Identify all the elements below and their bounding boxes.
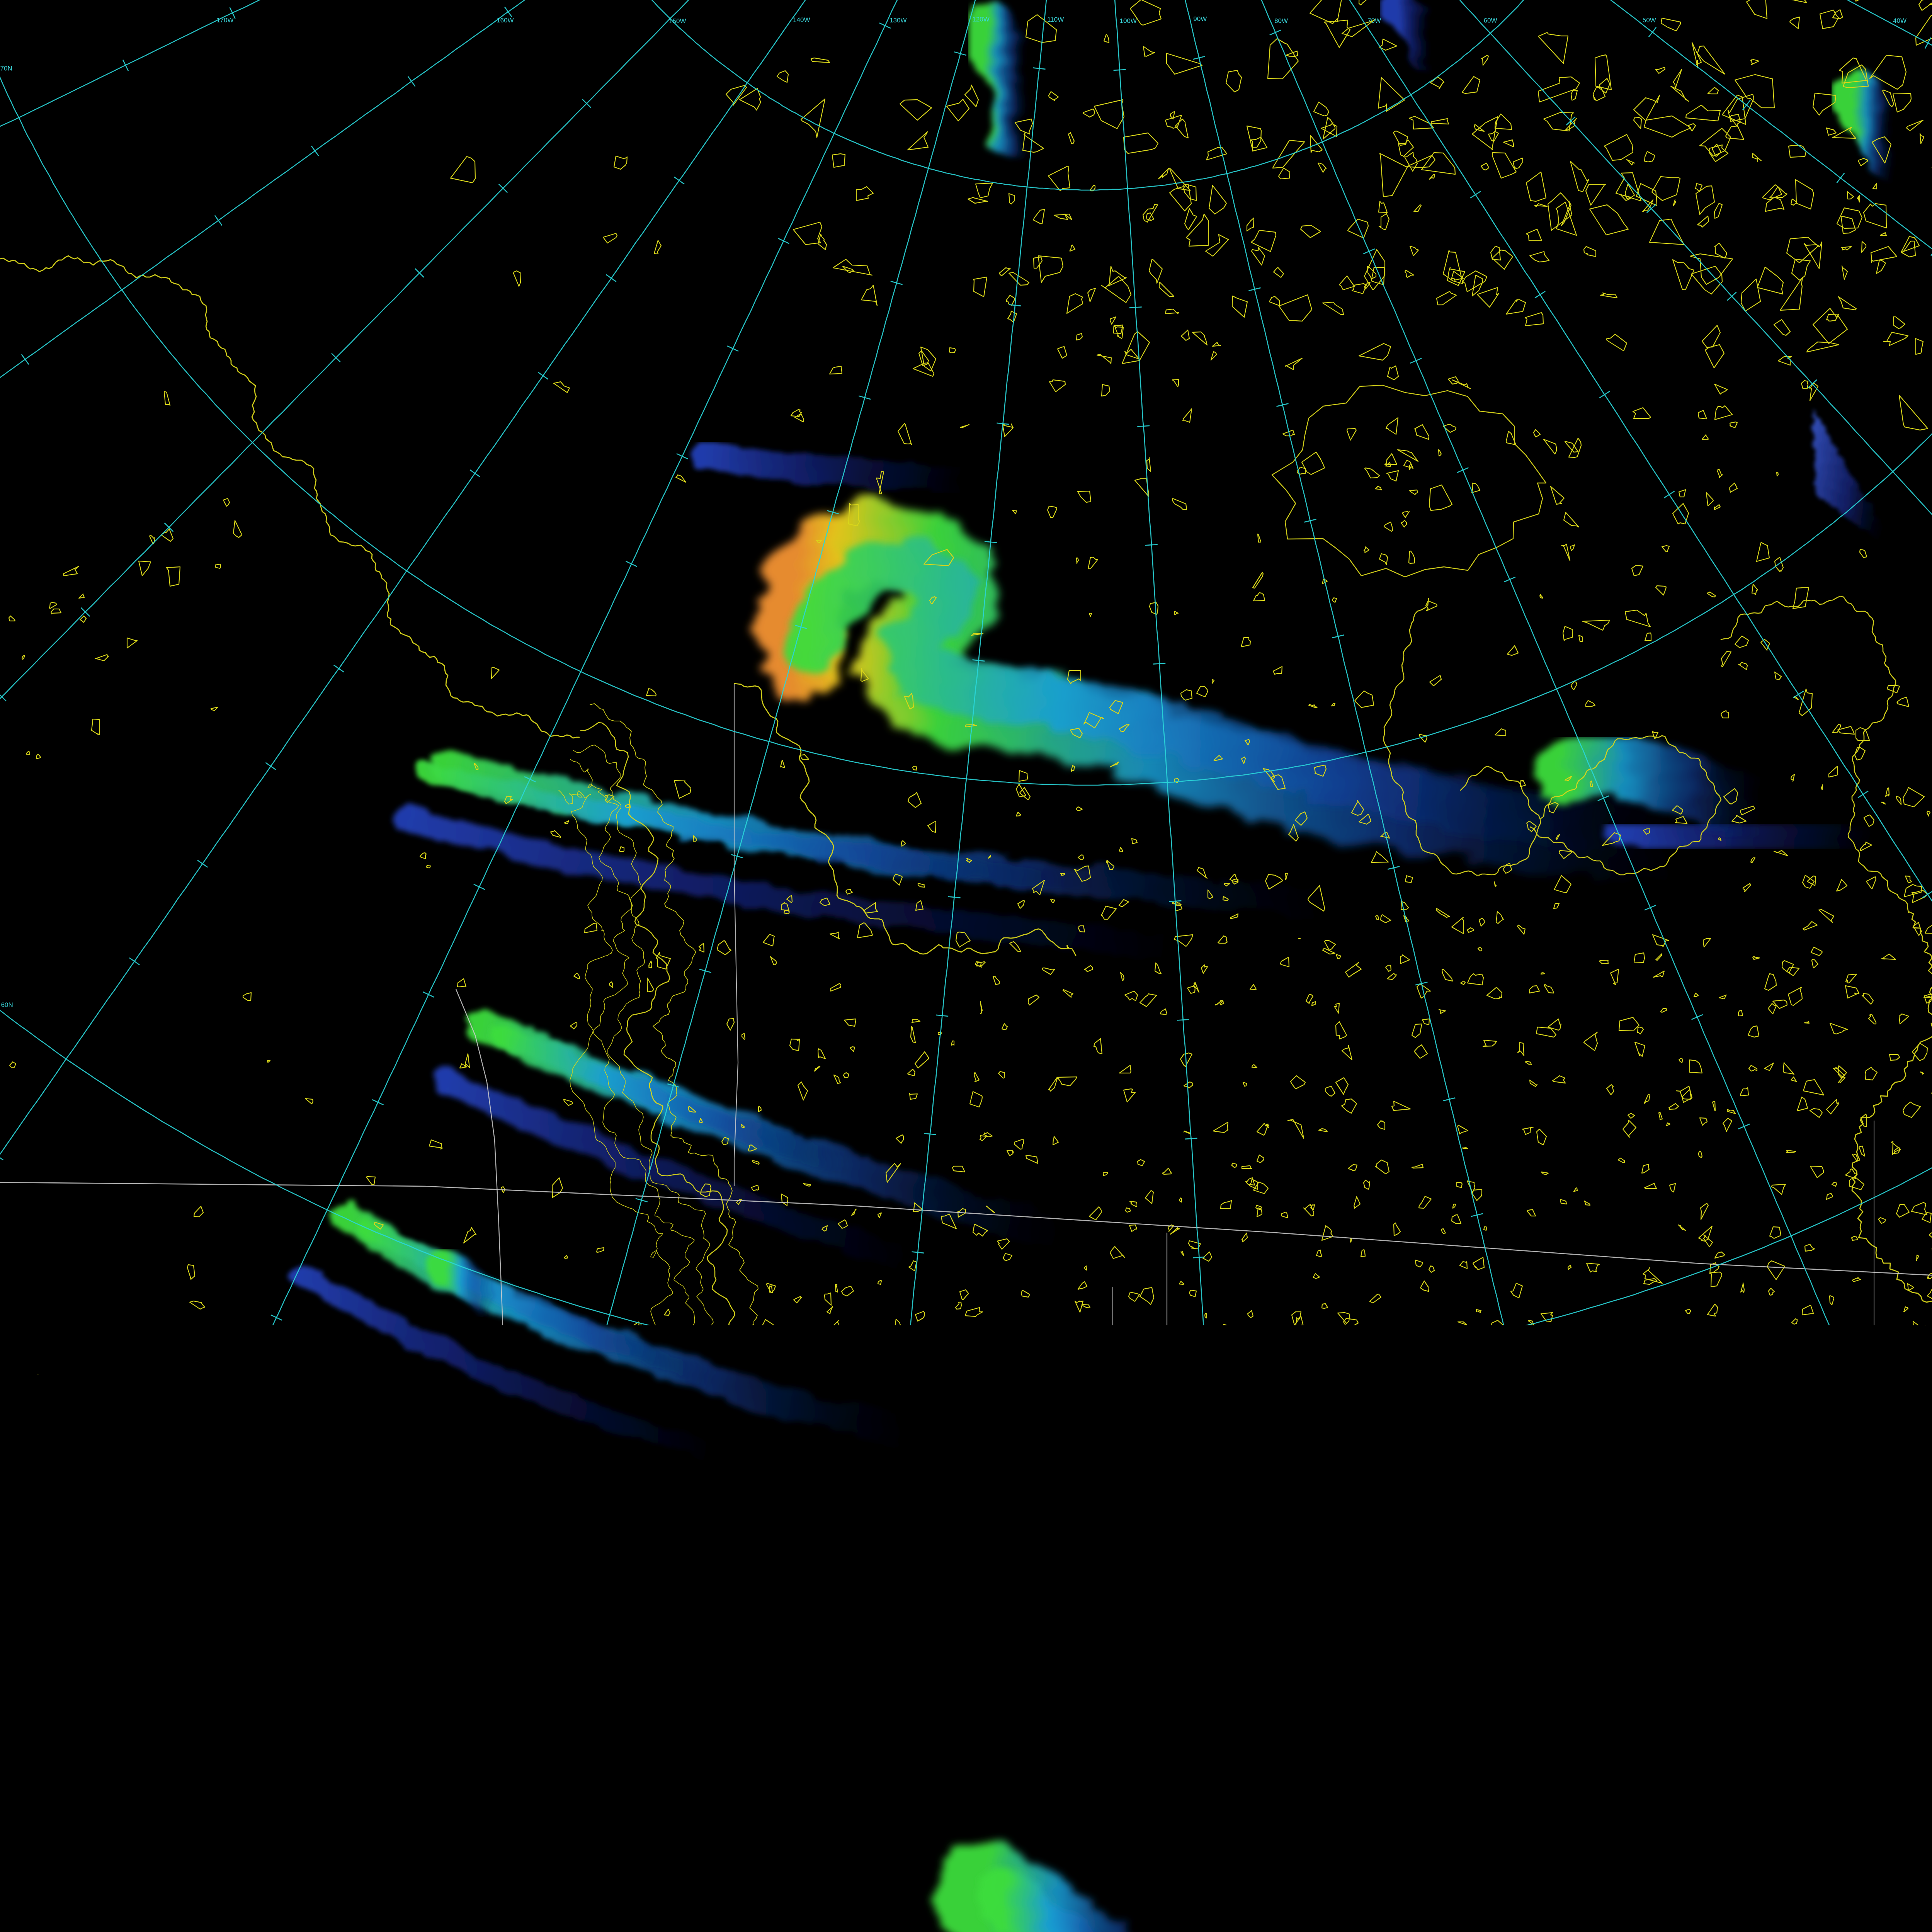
svg-text:40W: 40W [1893,17,1906,24]
svg-text:120W: 120W [972,16,989,23]
svg-text:140W: 140W [793,16,810,24]
svg-text:160W: 160W [497,17,514,24]
svg-text:170W: 170W [216,17,233,24]
svg-text:130W: 130W [889,17,906,24]
svg-text:50W: 50W [1643,16,1656,24]
svg-text:60W: 60W [1484,17,1497,24]
svg-text:90W: 90W [1193,15,1207,22]
svg-text:50N: 50N [2,1703,14,1711]
svg-text:80W: 80W [1274,17,1288,25]
svg-text:110W: 110W [1047,16,1064,23]
svg-text:150W: 150W [669,17,686,25]
svg-text:60N: 60N [1,1001,13,1009]
svg-text:100W: 100W [1120,17,1137,24]
svg-text:70W: 70W [1367,17,1381,24]
svg-text:70N: 70N [0,65,12,72]
